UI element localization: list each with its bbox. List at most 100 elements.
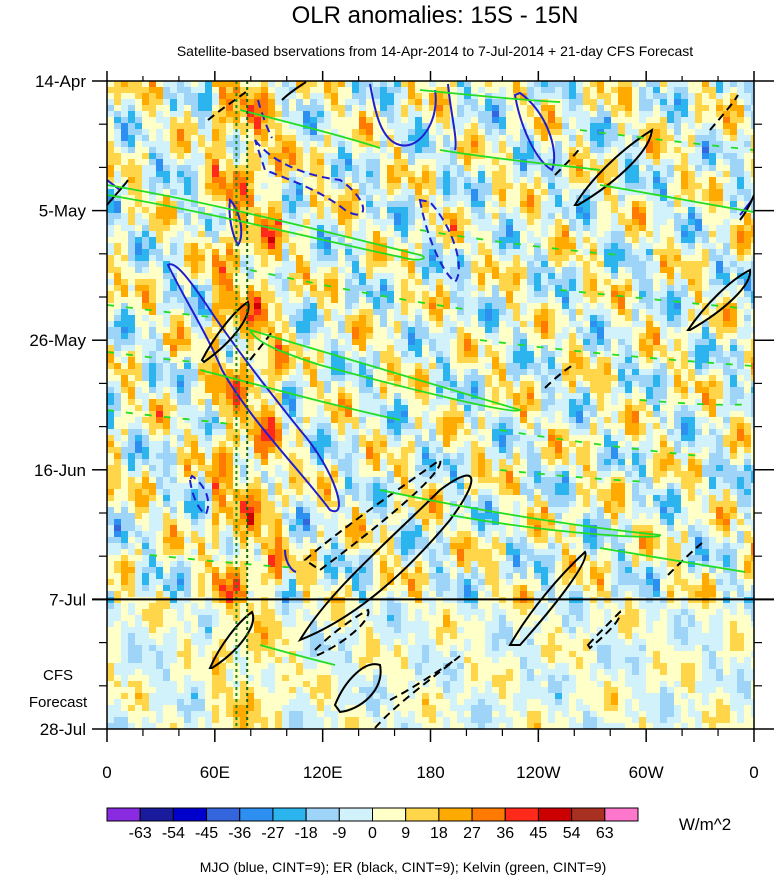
colorbar-swatch [438, 807, 473, 822]
kelvin-contour [107, 184, 425, 261]
mjo-contour-negative [418, 198, 460, 284]
forecast-label-line2: Forecast [29, 694, 88, 711]
colorbar-swatch [504, 807, 539, 822]
kelvin-contour [107, 351, 196, 363]
colorbar-swatch [272, 807, 307, 822]
colorbar-swatch [139, 807, 174, 822]
kelvin-contour [439, 149, 601, 171]
colorbar-swatch [372, 807, 407, 822]
er-contour [107, 179, 129, 206]
wave-contours [107, 81, 754, 729]
colorbar-swatch [571, 807, 606, 822]
er-contour-negative [667, 542, 703, 576]
kelvin-contour [639, 399, 754, 406]
colorbar-label: -36 [228, 825, 251, 842]
er-contour [200, 300, 250, 364]
er-contour-negative [313, 608, 370, 657]
y-tick-label: 14-Apr [35, 72, 86, 91]
er-contour-negative [249, 331, 273, 361]
x-tick-label: 60W [629, 763, 664, 782]
colorbar-label: 9 [401, 825, 410, 842]
colorbar-swatch [604, 807, 639, 822]
colorbar-label: -9 [332, 825, 346, 842]
colorbar-label: -18 [295, 825, 318, 842]
kelvin-contour [239, 109, 381, 149]
kelvin-contour [248, 328, 522, 412]
chart-title: OLR anomalies: 15S - 15N [292, 2, 579, 29]
y-tick-label: 26-May [29, 331, 86, 350]
colorbar-swatch [471, 807, 506, 822]
kelvin-contour [259, 644, 336, 666]
colorbar-label: -27 [261, 825, 284, 842]
mjo-contour [284, 549, 297, 573]
er-contour [208, 610, 255, 669]
x-axis: 0 60E 120E 180 120W 60W 0 [102, 71, 759, 782]
kelvin-contour [149, 554, 301, 569]
colorbar: -63 -54 -45 -36 -27 -18 -9 0 9 18 27 36 45 54 63 [106, 807, 639, 842]
kelvin-contour [499, 429, 701, 457]
kelvin-contour [599, 547, 746, 573]
mjo-contour [447, 83, 457, 151]
colorbar-label: 36 [496, 825, 514, 842]
colorbar-swatch [338, 807, 373, 822]
colorbar-swatch [239, 807, 274, 822]
forecast-label-line1: CFS [43, 667, 73, 684]
kelvin-contour [499, 469, 651, 483]
er-contour [333, 663, 382, 714]
er-contour [281, 81, 307, 101]
y-axis: 14-Apr 5-May 26-May 16-Jun 7-Jul 28-Jul [29, 72, 774, 739]
mjo-contour [228, 197, 243, 247]
colorbar-label: 18 [430, 825, 448, 842]
colorbar-unit: W/m^2 [679, 815, 731, 834]
colorbar-label: 0 [368, 825, 377, 842]
kelvin-contour [379, 489, 661, 538]
er-contour-negative [709, 94, 739, 131]
mjo-contour-negative [188, 474, 210, 516]
y-tick-label: 16-Jun [34, 461, 86, 480]
colorbar-label: 27 [463, 825, 481, 842]
er-contour-negative [586, 610, 622, 650]
colorbar-label: -63 [129, 825, 152, 842]
er-contour [297, 474, 473, 643]
x-tick-label: 120W [516, 763, 560, 782]
colorbar-swatch [537, 807, 573, 822]
colorbar-label: 45 [530, 825, 548, 842]
mjo-contour [166, 263, 340, 513]
y-tick-label: 28-Jul [40, 720, 86, 739]
kelvin-contour [479, 339, 754, 367]
mjo-contour-negative [257, 99, 273, 139]
y-tick-label: 7-Jul [49, 590, 86, 609]
x-tick-label: 0 [102, 763, 111, 782]
er-contour-negative [554, 147, 581, 176]
kelvin-contour [419, 229, 621, 256]
kelvin-contour [599, 184, 754, 213]
x-tick-label: 180 [416, 763, 444, 782]
kelvin-contour [419, 89, 561, 103]
y-tick-label: 5-May [39, 202, 87, 221]
er-contour [686, 268, 752, 331]
kelvin-contour [107, 304, 221, 319]
olr-anomaly-field [107, 81, 754, 729]
colorbar-label: 63 [596, 825, 614, 842]
colorbar-swatch [206, 807, 241, 822]
x-tick-label: 60E [200, 763, 230, 782]
er-contour-negative [374, 655, 461, 729]
er-contour-negative [389, 659, 456, 701]
colorbar-label: -45 [195, 825, 218, 842]
er-contour-negative [544, 364, 574, 389]
mjo-contour-negative [254, 139, 365, 216]
chart-subtitle: Satellite-based bservations from 14-Apr-… [177, 43, 693, 59]
colorbar-label: -54 [162, 825, 185, 842]
mjo-contour [513, 91, 556, 172]
colorbar-swatch [172, 807, 208, 822]
colorbar-swatch [305, 807, 340, 822]
kelvin-contour [579, 129, 754, 151]
colorbar-label: 54 [563, 825, 581, 842]
colorbar-swatch [106, 807, 141, 822]
x-tick-label: 0 [749, 763, 758, 782]
mjo-contour [369, 83, 437, 147]
er-contour-negative [207, 91, 247, 121]
kelvin-contour [199, 369, 401, 421]
kelvin-contour [559, 289, 741, 309]
